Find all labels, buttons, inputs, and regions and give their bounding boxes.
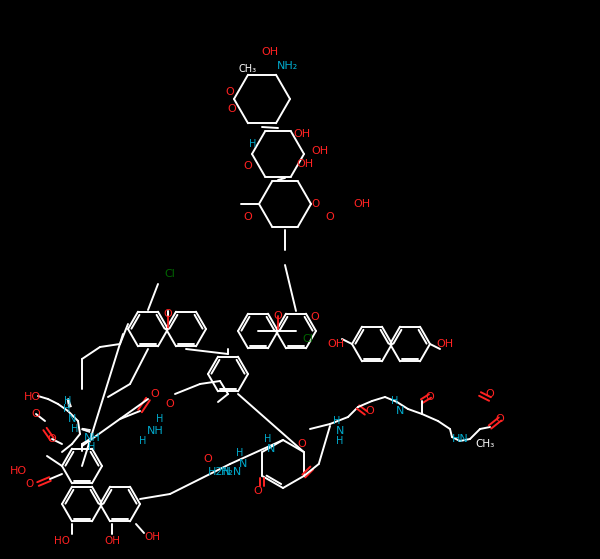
Text: HN: HN: [452, 434, 469, 444]
Text: OH: OH: [296, 159, 314, 169]
Text: O: O: [254, 486, 262, 496]
Text: O: O: [47, 434, 56, 444]
Text: O: O: [326, 212, 334, 222]
Text: N: N: [396, 406, 404, 416]
Text: O: O: [203, 454, 212, 464]
Text: H₂N: H₂N: [221, 467, 242, 477]
Text: O: O: [164, 309, 172, 319]
Text: O: O: [425, 392, 434, 402]
Text: H: H: [334, 416, 341, 426]
Text: H: H: [64, 404, 71, 414]
Text: O: O: [166, 399, 175, 409]
Text: H: H: [391, 396, 398, 406]
Text: CH₃: CH₃: [475, 439, 494, 449]
Text: Cl: Cl: [302, 334, 313, 344]
Text: HO: HO: [10, 466, 26, 476]
Text: HO: HO: [23, 392, 41, 402]
Text: O: O: [496, 414, 505, 424]
Text: OH: OH: [311, 146, 329, 156]
Text: O: O: [244, 161, 253, 171]
Text: NH: NH: [146, 426, 163, 436]
Text: O: O: [227, 104, 236, 114]
Text: H: H: [265, 434, 272, 444]
Text: HO: HO: [54, 536, 70, 546]
Text: O: O: [365, 406, 374, 416]
Text: O: O: [312, 199, 320, 209]
Text: OH: OH: [144, 532, 160, 542]
Text: H: H: [236, 448, 244, 458]
Text: O: O: [298, 439, 307, 449]
Text: H: H: [139, 436, 146, 446]
Text: O: O: [32, 409, 40, 419]
Text: OH: OH: [436, 339, 453, 349]
Text: O: O: [26, 479, 34, 489]
Text: OH: OH: [293, 129, 311, 139]
Text: H: H: [71, 424, 79, 434]
Text: H: H: [337, 436, 344, 446]
Text: H: H: [250, 139, 257, 149]
Text: Cl: Cl: [164, 269, 175, 279]
Text: OH: OH: [262, 47, 278, 57]
Text: NH₂: NH₂: [277, 61, 299, 71]
Text: O: O: [311, 312, 319, 322]
Text: OH: OH: [328, 339, 344, 349]
Text: H2N: H2N: [208, 467, 232, 477]
Text: OH: OH: [353, 199, 371, 209]
Text: H: H: [157, 414, 164, 424]
Text: O: O: [274, 311, 283, 321]
Text: N: N: [68, 414, 76, 424]
Text: H: H: [88, 442, 95, 452]
Text: N: N: [239, 459, 247, 469]
Text: H: H: [64, 396, 71, 406]
Text: O: O: [226, 87, 235, 97]
Text: N: N: [267, 444, 275, 454]
Text: O: O: [485, 389, 494, 399]
Text: O: O: [151, 389, 160, 399]
Text: CH₃: CH₃: [239, 64, 257, 74]
Text: OH: OH: [104, 536, 120, 546]
Text: O: O: [244, 212, 253, 222]
Text: NH: NH: [83, 433, 100, 443]
Text: N: N: [336, 426, 344, 436]
